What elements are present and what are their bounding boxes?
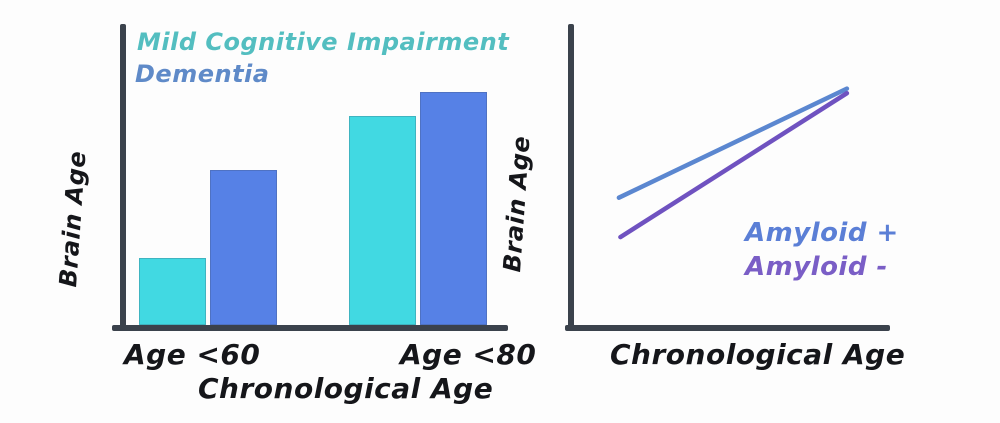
line-label-amyloid-pos: Amyloid + [745, 218, 899, 248]
right-x-axis-label: Chronological Age [610, 338, 906, 371]
line-amyloid- [616, 86, 850, 200]
bar-mild-cognitive-impairment-1 [349, 116, 416, 325]
left-tick-age-80: Age <80 [400, 338, 537, 371]
left-x-axis [112, 325, 508, 331]
line-label-amyloid-neg: Amyloid - [745, 252, 888, 282]
bar-mild-cognitive-impairment-0 [139, 258, 206, 325]
bar-dementia-0 [210, 170, 277, 325]
left-tick-age-60: Age <60 [124, 338, 261, 371]
bar-dementia-1 [420, 92, 487, 325]
legend-item-mci: Mild Cognitive Impairment [137, 28, 510, 56]
legend-item-dementia: Dementia [135, 60, 270, 88]
left-y-axis [120, 24, 126, 331]
line-amyloid- [618, 90, 850, 240]
right-y-axis [568, 24, 574, 331]
right-x-axis [565, 325, 890, 331]
